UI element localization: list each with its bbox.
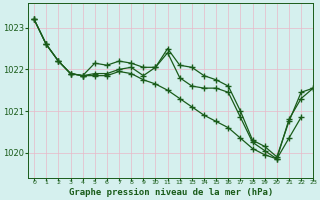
X-axis label: Graphe pression niveau de la mer (hPa): Graphe pression niveau de la mer (hPa) [68, 188, 273, 197]
